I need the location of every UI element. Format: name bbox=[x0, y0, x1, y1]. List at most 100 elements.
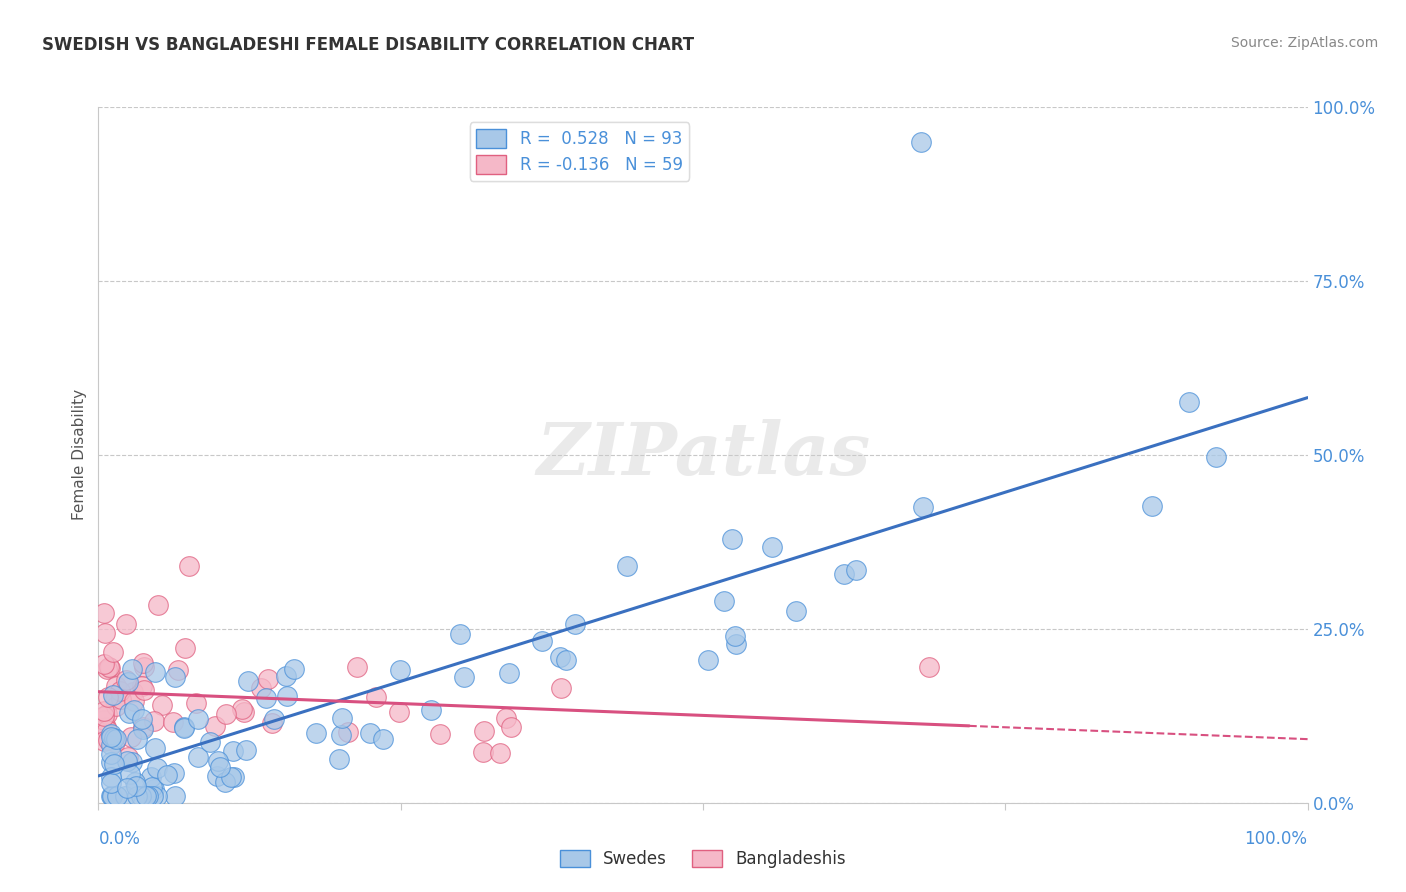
Point bbox=[173, 721, 195, 735]
Point bbox=[100, 739, 122, 753]
Point bbox=[724, 629, 747, 643]
Point bbox=[472, 724, 495, 739]
Point bbox=[100, 756, 122, 770]
Point bbox=[101, 789, 124, 803]
Point bbox=[132, 659, 155, 673]
Point bbox=[150, 698, 173, 712]
Point bbox=[207, 754, 229, 768]
Point bbox=[328, 752, 350, 766]
Point bbox=[120, 767, 142, 781]
Point bbox=[110, 691, 132, 706]
Point bbox=[283, 662, 305, 676]
Point bbox=[616, 558, 638, 573]
Point bbox=[845, 563, 868, 577]
Point bbox=[104, 735, 127, 749]
Point bbox=[142, 789, 165, 803]
Point bbox=[103, 757, 125, 772]
Text: ZIPatlas: ZIPatlas bbox=[536, 419, 870, 491]
Point bbox=[136, 789, 159, 803]
Point bbox=[143, 714, 166, 729]
Point bbox=[117, 675, 139, 690]
Point bbox=[93, 606, 115, 620]
Point bbox=[93, 704, 115, 718]
Point bbox=[713, 594, 735, 608]
Point bbox=[122, 684, 145, 698]
Point bbox=[364, 690, 387, 704]
Point bbox=[550, 681, 572, 695]
Point bbox=[103, 731, 125, 745]
Point bbox=[832, 567, 855, 582]
Legend: Swedes, Bangladeshis: Swedes, Bangladeshis bbox=[553, 843, 853, 875]
Point bbox=[499, 720, 522, 734]
Point bbox=[1205, 450, 1227, 465]
Point bbox=[215, 706, 238, 721]
Point bbox=[257, 672, 280, 686]
Point bbox=[177, 559, 201, 574]
Point bbox=[1142, 499, 1164, 513]
Point bbox=[100, 776, 122, 790]
Point bbox=[330, 711, 353, 725]
Point bbox=[97, 733, 120, 747]
Point bbox=[233, 705, 256, 719]
Point bbox=[98, 659, 121, 673]
Point bbox=[93, 713, 115, 727]
Point bbox=[114, 617, 136, 632]
Point bbox=[371, 731, 394, 746]
Point bbox=[263, 712, 285, 726]
Point bbox=[110, 683, 132, 698]
Point bbox=[419, 703, 441, 717]
Point bbox=[115, 780, 138, 795]
Point bbox=[250, 681, 273, 696]
Point bbox=[173, 720, 195, 734]
Text: SWEDISH VS BANGLADESHI FEMALE DISABILITY CORRELATION CHART: SWEDISH VS BANGLADESHI FEMALE DISABILITY… bbox=[42, 36, 695, 54]
Point bbox=[276, 669, 298, 683]
Point bbox=[100, 770, 122, 784]
Text: Source: ZipAtlas.com: Source: ZipAtlas.com bbox=[1230, 36, 1378, 50]
Point bbox=[912, 500, 935, 515]
Point bbox=[96, 662, 118, 676]
Point bbox=[97, 690, 120, 704]
Point bbox=[143, 665, 166, 679]
Point bbox=[204, 719, 226, 733]
Point bbox=[98, 661, 121, 675]
Point bbox=[132, 656, 155, 670]
Point bbox=[145, 740, 167, 755]
Point bbox=[101, 645, 124, 659]
Point bbox=[555, 653, 578, 667]
Text: 100.0%: 100.0% bbox=[1244, 830, 1308, 847]
Point bbox=[725, 637, 748, 651]
Point bbox=[208, 760, 231, 774]
Point bbox=[114, 789, 136, 803]
Point bbox=[145, 789, 167, 803]
Point bbox=[124, 779, 146, 793]
Point bbox=[100, 789, 122, 803]
Legend: R =  0.528   N = 93, R = -0.136   N = 59: R = 0.528 N = 93, R = -0.136 N = 59 bbox=[470, 122, 689, 181]
Point bbox=[93, 709, 115, 723]
Point bbox=[105, 731, 128, 746]
Point bbox=[388, 705, 411, 719]
Point bbox=[104, 679, 127, 693]
Point bbox=[121, 731, 143, 745]
Point bbox=[488, 746, 510, 760]
Point bbox=[495, 711, 517, 725]
Point bbox=[231, 702, 253, 716]
Point bbox=[117, 750, 139, 764]
Point bbox=[222, 744, 245, 758]
Point bbox=[163, 766, 186, 780]
Point bbox=[498, 665, 520, 680]
Point bbox=[449, 626, 471, 640]
Point bbox=[125, 732, 148, 747]
Point bbox=[104, 692, 127, 706]
Point bbox=[131, 720, 153, 734]
Point bbox=[173, 640, 195, 655]
Point bbox=[453, 670, 475, 684]
Point bbox=[105, 789, 128, 803]
Point bbox=[129, 789, 152, 803]
Point bbox=[156, 768, 179, 782]
Point bbox=[346, 659, 368, 673]
Point bbox=[134, 683, 156, 698]
Point bbox=[472, 745, 495, 759]
Point bbox=[214, 775, 236, 789]
Point bbox=[124, 774, 146, 789]
Point bbox=[785, 604, 807, 618]
